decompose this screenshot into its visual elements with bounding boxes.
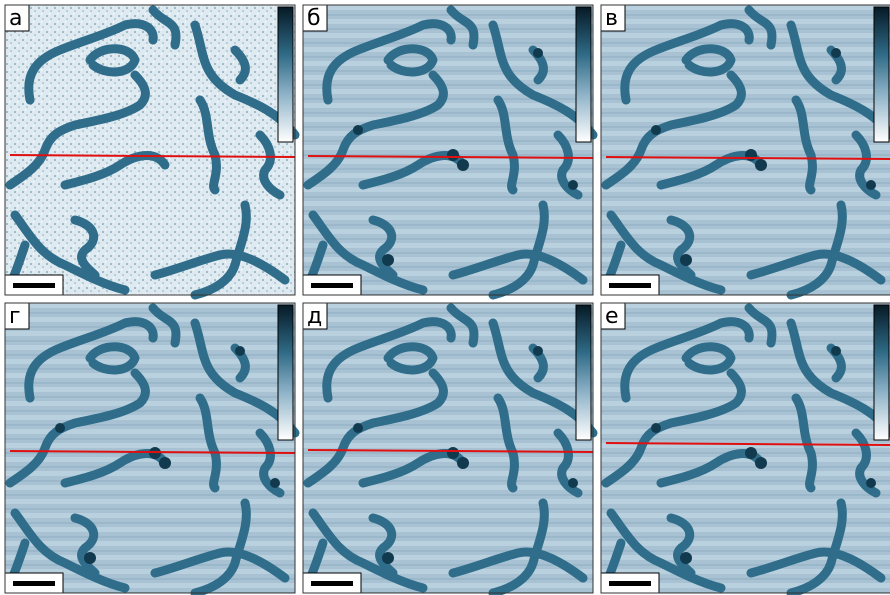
color-bar xyxy=(576,305,591,440)
panel-label: а xyxy=(9,6,22,31)
panel-label: д xyxy=(307,304,322,329)
panel: а xyxy=(5,5,295,295)
color-bar xyxy=(278,305,293,440)
scale-bar xyxy=(609,581,651,586)
panel-label: в xyxy=(605,6,618,31)
panel-label: е xyxy=(605,304,619,329)
panel: в xyxy=(601,5,890,295)
color-bar xyxy=(576,7,591,142)
panel: д xyxy=(303,303,593,593)
scale-bar xyxy=(609,283,651,288)
scale-bar xyxy=(13,581,55,586)
panel: е xyxy=(601,303,890,593)
panel-label: б xyxy=(307,6,321,31)
figure: а б в г д е xyxy=(0,0,890,595)
panel: б xyxy=(303,5,593,295)
color-bar xyxy=(278,7,293,142)
color-bar xyxy=(874,305,889,440)
panel: г xyxy=(5,303,295,593)
scale-bar xyxy=(311,581,353,586)
scale-bar xyxy=(311,283,353,288)
panel-label: г xyxy=(9,304,21,329)
color-bar xyxy=(874,7,889,142)
scale-bar xyxy=(13,283,55,288)
